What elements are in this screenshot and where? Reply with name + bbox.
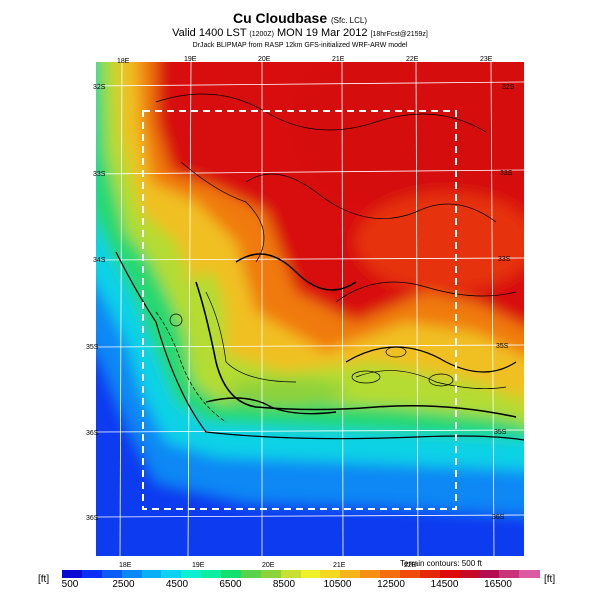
lat-tick-right: 35S <box>496 343 509 350</box>
colorbar <box>62 570 540 578</box>
colorbar-swatch <box>340 570 361 578</box>
colorbar-swatch <box>459 570 480 578</box>
lon-tick-top: 18E <box>117 58 130 65</box>
colorbar-swatch <box>300 570 321 578</box>
chart-title: Cu Cloudbase (Sfc. LCL) <box>232 10 368 26</box>
lon-tick-top: 21E <box>332 56 345 63</box>
lat-tick-left: 33S <box>93 171 106 178</box>
lon-tick-top: 19E <box>184 56 197 63</box>
colorbar-swatch <box>201 570 222 578</box>
colorbar-swatch <box>181 570 202 578</box>
lon-tick-top: 22E <box>406 56 419 63</box>
colorbar-unit-right: [ft] <box>544 574 556 585</box>
lon-tick-bottom: 18E <box>119 562 132 569</box>
source-credit: DrJack BLIPMAP from RASP 12km GFS-initia… <box>192 42 408 49</box>
lat-tick-right: 33S <box>498 256 511 263</box>
lon-tick-top: 23E <box>480 56 493 63</box>
colorbar-label: 12500 <box>377 579 405 590</box>
colorbar-swatch <box>360 570 381 578</box>
colorbar-label: 4500 <box>165 579 189 590</box>
cloudbase-map <box>96 62 524 556</box>
lat-tick-right: 32S <box>502 84 515 91</box>
colorbar-unit-left: [ft] <box>38 574 50 585</box>
lat-tick-right: 36S <box>492 514 505 521</box>
colorbar-swatch <box>221 570 242 578</box>
colorbar-swatch <box>101 570 123 578</box>
colorbar-label: 2500 <box>112 579 135 590</box>
colorbar-swatch <box>240 570 262 578</box>
colorbar-swatch <box>519 570 540 578</box>
colorbar-label: 6500 <box>219 579 242 590</box>
colorbar-swatch <box>121 570 142 578</box>
colorbar-swatch <box>380 570 401 578</box>
colorbar-label: 16500 <box>484 579 512 590</box>
lon-tick-bottom: 22E <box>404 562 417 569</box>
color-field <box>96 62 524 556</box>
colorbar-label: 8500 <box>272 579 296 590</box>
colorbar-swatch <box>399 570 421 578</box>
colorbar-swatch <box>141 570 162 578</box>
lat-tick-left: 35S <box>86 344 99 351</box>
colorbar-swatch <box>419 570 441 578</box>
lon-tick-bottom: 19E <box>192 562 205 569</box>
terrain-contours <box>115 93 524 441</box>
colorbar-swatch <box>62 570 83 578</box>
lon-tick-top: 20E <box>258 56 271 63</box>
colorbar-swatch <box>479 570 500 578</box>
lon-tick-bottom: 20E <box>262 562 275 569</box>
lat-tick-left: 32S <box>93 84 106 91</box>
inner-domain-box <box>142 110 457 510</box>
lat-tick-right: 35S <box>494 429 507 436</box>
colorbar-swatch <box>280 570 301 578</box>
colorbar-swatch <box>320 570 341 578</box>
colorbar-swatch <box>81 570 103 578</box>
lat-tick-left: 36S <box>86 515 99 522</box>
colorbar-swatch <box>161 570 182 578</box>
lat-tick-left: 36S <box>86 430 99 437</box>
colorbar-swatch <box>439 570 460 578</box>
lat-tick-right: 33S <box>500 170 513 177</box>
valid-time: Valid 1400 LST (1200Z) MON 19 Mar 2012 [… <box>172 27 428 39</box>
colorbar-swatch <box>499 570 520 578</box>
terrain-contour-note: Terrain contours: 500 ft <box>400 559 482 568</box>
lon-tick-bottom: 21E <box>333 562 346 569</box>
lat-tick-left: 34S <box>93 257 106 264</box>
colorbar-swatch <box>260 570 282 578</box>
colorbar-label: 14500 <box>430 579 459 590</box>
lat-lon-grid <box>96 62 524 556</box>
colorbar-label: 500 <box>61 579 79 590</box>
colorbar-label: 10500 <box>323 579 352 590</box>
